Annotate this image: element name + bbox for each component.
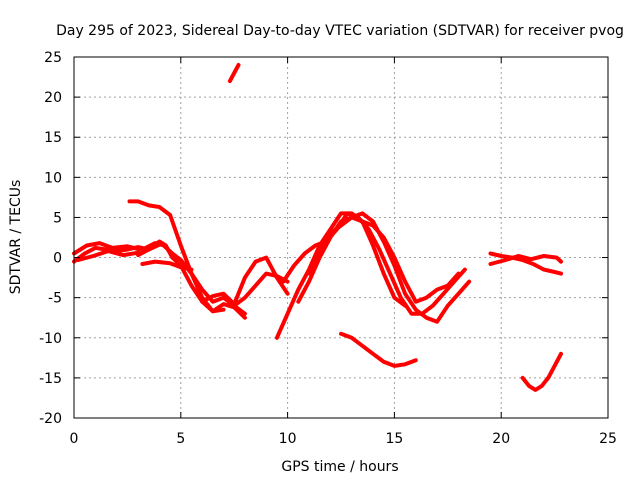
series-line-arc-early-b bbox=[72, 241, 143, 256]
data-traces bbox=[72, 63, 563, 392]
series-line-arc-g bbox=[227, 63, 241, 84]
series-line-arc-e bbox=[200, 255, 290, 307]
x-tick-label: 0 bbox=[70, 431, 79, 447]
x-axis-ticks: 0 5 10 15 20 25 bbox=[70, 57, 617, 447]
y-tick-label: 25 bbox=[44, 50, 62, 66]
y-tick-label: 0 bbox=[53, 251, 62, 267]
series-line-arc-n bbox=[488, 254, 563, 266]
y-axis-label: SDTVAR / TECUs bbox=[8, 180, 24, 295]
x-tick-label: 20 bbox=[492, 431, 510, 447]
series-line-arc-h bbox=[274, 211, 408, 340]
plot-frame bbox=[73, 56, 609, 419]
y-tick-label: -20 bbox=[39, 411, 62, 427]
y-tick-label: 10 bbox=[44, 170, 62, 186]
y-tick-label: 5 bbox=[53, 210, 62, 226]
x-tick-label: 10 bbox=[279, 431, 297, 447]
series-line-arc-i bbox=[281, 211, 467, 316]
y-tick-label: -5 bbox=[48, 291, 62, 307]
y-axis-ticks: 25 20 15 10 5 0 -5 -10 -15 -20 bbox=[39, 50, 608, 427]
grid-lines bbox=[74, 57, 608, 418]
x-tick-label: 15 bbox=[385, 431, 403, 447]
series-line-arc-o bbox=[520, 351, 563, 392]
series-line-arc-l bbox=[339, 331, 418, 368]
series-line-arc-d bbox=[140, 259, 194, 272]
series-line-arc-k bbox=[307, 215, 461, 304]
y-tick-label: 20 bbox=[44, 90, 62, 106]
series-line-arc-f bbox=[232, 271, 290, 308]
x-tick-label: 5 bbox=[176, 431, 185, 447]
y-tick-label: -10 bbox=[39, 331, 62, 347]
chart-title: Day 295 of 2023, Sidereal Day-to-day VTE… bbox=[56, 23, 624, 39]
x-axis-label: GPS time / hours bbox=[281, 459, 398, 475]
y-tick-label: 15 bbox=[44, 130, 62, 146]
x-tick-label: 25 bbox=[599, 431, 617, 447]
series-line-arc-early-c bbox=[76, 249, 141, 262]
series-line-arc-c bbox=[140, 241, 247, 316]
y-tick-label: -15 bbox=[39, 371, 62, 387]
series-line-arc-m bbox=[488, 251, 563, 276]
